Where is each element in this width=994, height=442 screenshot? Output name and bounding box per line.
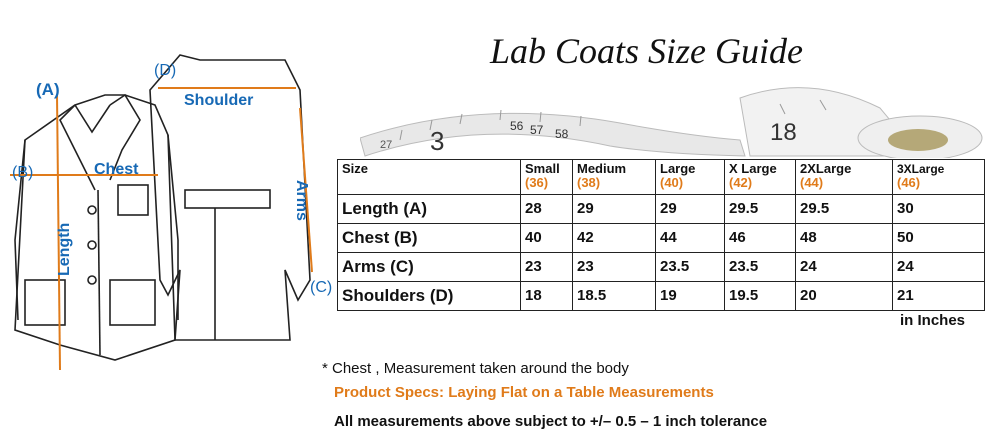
table-cell: 18.5 xyxy=(572,281,656,311)
table-cell: 46 xyxy=(724,223,796,253)
table-cell: 50 xyxy=(892,223,985,253)
label-c: (C) xyxy=(310,279,333,296)
table-cell: 23.5 xyxy=(655,252,725,282)
header-cell: Large (40) xyxy=(655,159,725,195)
chest-note: * Chest , Measurement taken around the b… xyxy=(322,360,629,377)
table-cell: 40 xyxy=(520,223,573,253)
tape-number: 56 xyxy=(510,119,524,133)
row-label: Chest (B) xyxy=(337,223,521,253)
table-cell: 21 xyxy=(892,281,985,311)
table-cell: 19.5 xyxy=(724,281,796,311)
table-cell: 20 xyxy=(795,281,893,311)
header-cell: 2XLarge (44) xyxy=(795,159,893,195)
table-row: Length (A) 28 29 29 29.5 29.5 30 xyxy=(337,194,985,224)
label-length: Length xyxy=(56,222,73,276)
label-shoulder: Shoulder xyxy=(184,92,254,109)
product-specs-note: Product Specs: Laying Flat on a Table Me… xyxy=(334,384,714,401)
page-title: Lab Coats Size Guide xyxy=(490,31,804,71)
table-cell: 18 xyxy=(520,281,573,311)
label-d: (D) xyxy=(154,62,177,79)
table-cell: 29 xyxy=(572,194,656,224)
lab-coat-sketch xyxy=(10,54,313,371)
table-cell: 24 xyxy=(795,252,893,282)
label-arms: Arms xyxy=(293,180,310,221)
units-note: in Inches xyxy=(900,312,966,329)
table-cell: 23.5 xyxy=(724,252,796,282)
header-cell: 3XLarge (46) xyxy=(892,159,985,195)
header-cell: Small (36) xyxy=(520,159,573,195)
measuring-tape-illustration: 27 3 56 57 58 18 xyxy=(360,87,983,158)
table-cell: 29.5 xyxy=(795,194,893,224)
table-cell: 19 xyxy=(655,281,725,311)
header-cell: X Large (42) xyxy=(724,159,796,195)
header-size: Size xyxy=(337,159,521,195)
size-table: Size Small (36) Medium (38) Large (40) X La… xyxy=(337,159,985,311)
label-b: (B) xyxy=(12,164,34,181)
table-cell: 42 xyxy=(572,223,656,253)
table-header-row: Size Small (36) Medium (38) Large (40) X La… xyxy=(337,159,985,195)
tape-number: 3 xyxy=(430,126,444,156)
table-cell: 29.5 xyxy=(724,194,796,224)
table-cell: 48 xyxy=(795,223,893,253)
table-cell: 28 xyxy=(520,194,573,224)
table-row: Shoulders (D) 18 18.5 19 19.5 20 21 xyxy=(337,281,985,311)
label-a: (A) xyxy=(36,80,60,99)
table-cell: 23 xyxy=(572,252,656,282)
tape-number: 58 xyxy=(555,127,569,141)
row-label: Shoulders (D) xyxy=(337,281,521,311)
row-label: Length (A) xyxy=(337,194,521,224)
table-cell: 24 xyxy=(892,252,985,282)
table-row: Arms (C) 23 23 23.5 23.5 24 24 xyxy=(337,252,985,282)
table-cell: 23 xyxy=(520,252,573,282)
table-row: Chest (B) 40 42 44 46 48 50 xyxy=(337,223,985,253)
row-label: Arms (C) xyxy=(337,252,521,282)
tape-number: 27 xyxy=(380,139,392,151)
header-cell: Medium (38) xyxy=(572,159,656,195)
table-cell: 29 xyxy=(655,194,725,224)
tolerance-note: All measurements above subject to +/– 0.… xyxy=(334,413,768,430)
tape-number: 18 xyxy=(770,119,797,146)
table-cell: 30 xyxy=(892,194,985,224)
label-chest: Chest xyxy=(94,161,139,178)
tape-number: 57 xyxy=(530,123,544,137)
table-cell: 44 xyxy=(655,223,725,253)
